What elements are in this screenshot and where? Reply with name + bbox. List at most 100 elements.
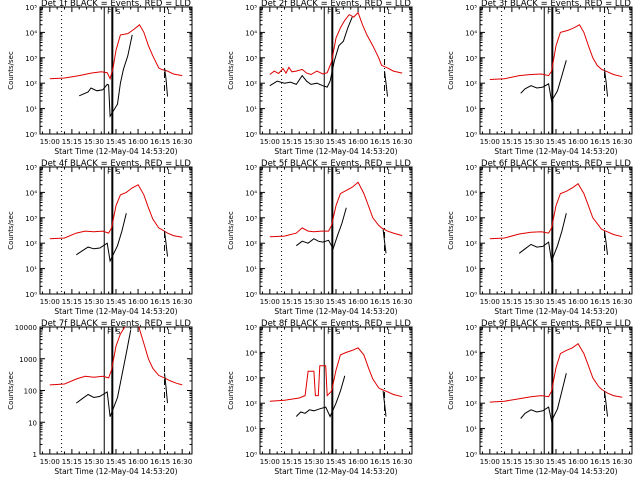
y-tick-label: 10⁰ bbox=[465, 451, 477, 459]
x-tick-label: 15:30 bbox=[84, 458, 104, 466]
y-tick-label: 10⁵ bbox=[465, 164, 477, 172]
y-tick-label: 10² bbox=[465, 400, 477, 408]
lld-line bbox=[489, 182, 623, 240]
events-line bbox=[79, 34, 133, 118]
decay-line bbox=[164, 67, 168, 97]
x-tick-label: 15:30 bbox=[304, 458, 324, 466]
x-tick-label: 16:30 bbox=[612, 298, 632, 306]
x-tick-label: 16:30 bbox=[612, 138, 632, 146]
x-tick-label: 15:45 bbox=[546, 138, 566, 146]
x-tick-label: 15:45 bbox=[326, 298, 346, 306]
y-axis-label: Counts/sec bbox=[7, 371, 15, 410]
lld-line bbox=[269, 11, 403, 76]
x-tick-label: 16:30 bbox=[172, 458, 192, 466]
flag-label: S bbox=[336, 328, 341, 336]
decay-line bbox=[384, 71, 388, 97]
y-tick-label: 1 bbox=[33, 451, 37, 459]
x-axis-label: Start Time (12-May-04 14:53:20) bbox=[54, 147, 177, 156]
x-axis-label: Start Time (12-May-04 14:53:20) bbox=[54, 467, 177, 476]
detector-panel: Det 1f BLACK = Events, RED = LLD 10⁰ 10¹ 10… bbox=[7, 0, 193, 156]
decay-line bbox=[382, 229, 387, 254]
x-tick-label: 15:15 bbox=[282, 458, 302, 466]
lld-line bbox=[269, 181, 403, 238]
x-tick-label: 16:30 bbox=[172, 298, 192, 306]
x-tick-label: 16:30 bbox=[172, 138, 192, 146]
x-tick-label: 16:00 bbox=[568, 298, 588, 306]
x-tick-label: 16:30 bbox=[392, 298, 412, 306]
x-tick-label: 15:45 bbox=[106, 458, 126, 466]
y-tick-label: 10⁴ bbox=[245, 189, 257, 197]
x-tick-label: 15:00 bbox=[40, 458, 60, 466]
flag-label: F bbox=[107, 8, 111, 16]
y-tick-label: 10¹ bbox=[25, 106, 37, 114]
y-tick-label: 10⁴ bbox=[465, 189, 477, 197]
flag-label: F bbox=[547, 168, 551, 176]
x-tick-label: 15:00 bbox=[260, 458, 280, 466]
x-axis-label: Start Time (12-May-04 14:53:20) bbox=[494, 147, 617, 156]
y-tick-label: 10³ bbox=[245, 55, 257, 63]
flag-label: L bbox=[387, 168, 391, 176]
flag-label: S bbox=[116, 328, 121, 336]
events-line bbox=[76, 330, 132, 417]
lld-line bbox=[49, 327, 183, 386]
panel-title: Det 5f BLACK = Events, RED = LLD bbox=[261, 159, 411, 169]
lld-line bbox=[49, 184, 183, 240]
plot-frame bbox=[479, 6, 633, 135]
lld-line bbox=[489, 342, 623, 403]
flag-label: S bbox=[556, 328, 561, 336]
x-tick-label: 15:15 bbox=[502, 138, 522, 146]
x-tick-label: 15:00 bbox=[260, 298, 280, 306]
x-tick-label: 16:15 bbox=[150, 458, 170, 466]
flag-label: S bbox=[556, 168, 561, 176]
x-tick-label: 16:30 bbox=[612, 458, 632, 466]
y-tick-label: 10² bbox=[245, 400, 257, 408]
y-tick-label: 10² bbox=[25, 80, 37, 88]
detector-panel: Det 8f BLACK = Events, RED = LLD 10⁰ 10¹ 10… bbox=[227, 319, 413, 476]
flag-label: S bbox=[336, 8, 341, 16]
x-axis-label: Start Time (12-May-04 14:53:20) bbox=[494, 467, 617, 476]
x-tick-label: 15:45 bbox=[546, 298, 566, 306]
y-tick-label: 10¹ bbox=[25, 266, 37, 274]
x-tick-label: 16:00 bbox=[348, 458, 368, 466]
x-tick-label: 15:15 bbox=[62, 458, 82, 466]
detector-panel: Det 6f BLACK = Events, RED = LLD 10⁰ 10¹ 10… bbox=[447, 159, 633, 316]
y-tick-label: 10⁴ bbox=[245, 29, 257, 37]
decay-line bbox=[604, 391, 608, 417]
y-tick-label: 10⁴ bbox=[245, 349, 257, 357]
flag-label: F bbox=[107, 328, 111, 336]
x-tick-label: 16:15 bbox=[590, 138, 610, 146]
y-tick-label: 10⁴ bbox=[25, 189, 37, 197]
flag-label: F bbox=[327, 328, 331, 336]
x-tick-label: 15:30 bbox=[84, 298, 104, 306]
panel-title: Det 9f BLACK = Events, RED = LLD bbox=[481, 319, 631, 329]
y-tick-label: 10 bbox=[28, 419, 37, 427]
plot-frame bbox=[39, 166, 193, 295]
flag-label: S bbox=[556, 8, 561, 16]
x-axis-label: Start Time (12-May-04 14:53:20) bbox=[54, 307, 177, 316]
y-tick-label: 1000 bbox=[19, 356, 37, 364]
y-tick-label: 10⁵ bbox=[245, 164, 257, 172]
y-axis-label: Counts/sec bbox=[7, 211, 15, 250]
plot-frame bbox=[259, 166, 413, 295]
y-axis-label: Counts/sec bbox=[447, 51, 455, 90]
events-line bbox=[295, 207, 347, 251]
x-tick-label: 15:00 bbox=[260, 138, 280, 146]
events-line bbox=[518, 213, 567, 263]
x-tick-label: 16:00 bbox=[568, 458, 588, 466]
decay-line bbox=[604, 231, 608, 255]
x-tick-label: 15:45 bbox=[106, 138, 126, 146]
decay-line bbox=[164, 231, 168, 257]
x-tick-label: 15:45 bbox=[106, 298, 126, 306]
y-tick-label: 10³ bbox=[245, 215, 257, 223]
y-tick-label: 10⁵ bbox=[465, 324, 477, 332]
y-tick-label: 10⁰ bbox=[245, 291, 257, 299]
lld-line bbox=[489, 24, 623, 80]
x-tick-label: 15:30 bbox=[304, 298, 324, 306]
detector-panel: Det 5f BLACK = Events, RED = LLD 10⁰ 10¹ 10… bbox=[227, 159, 413, 316]
x-tick-label: 16:00 bbox=[348, 298, 368, 306]
detector-panel: Det 3f BLACK = Events, RED = LLD 10⁰ 10¹ 10… bbox=[447, 0, 633, 156]
y-tick-label: 10³ bbox=[465, 55, 477, 63]
plot-frame bbox=[39, 6, 193, 135]
y-tick-label: 10⁴ bbox=[465, 349, 477, 357]
